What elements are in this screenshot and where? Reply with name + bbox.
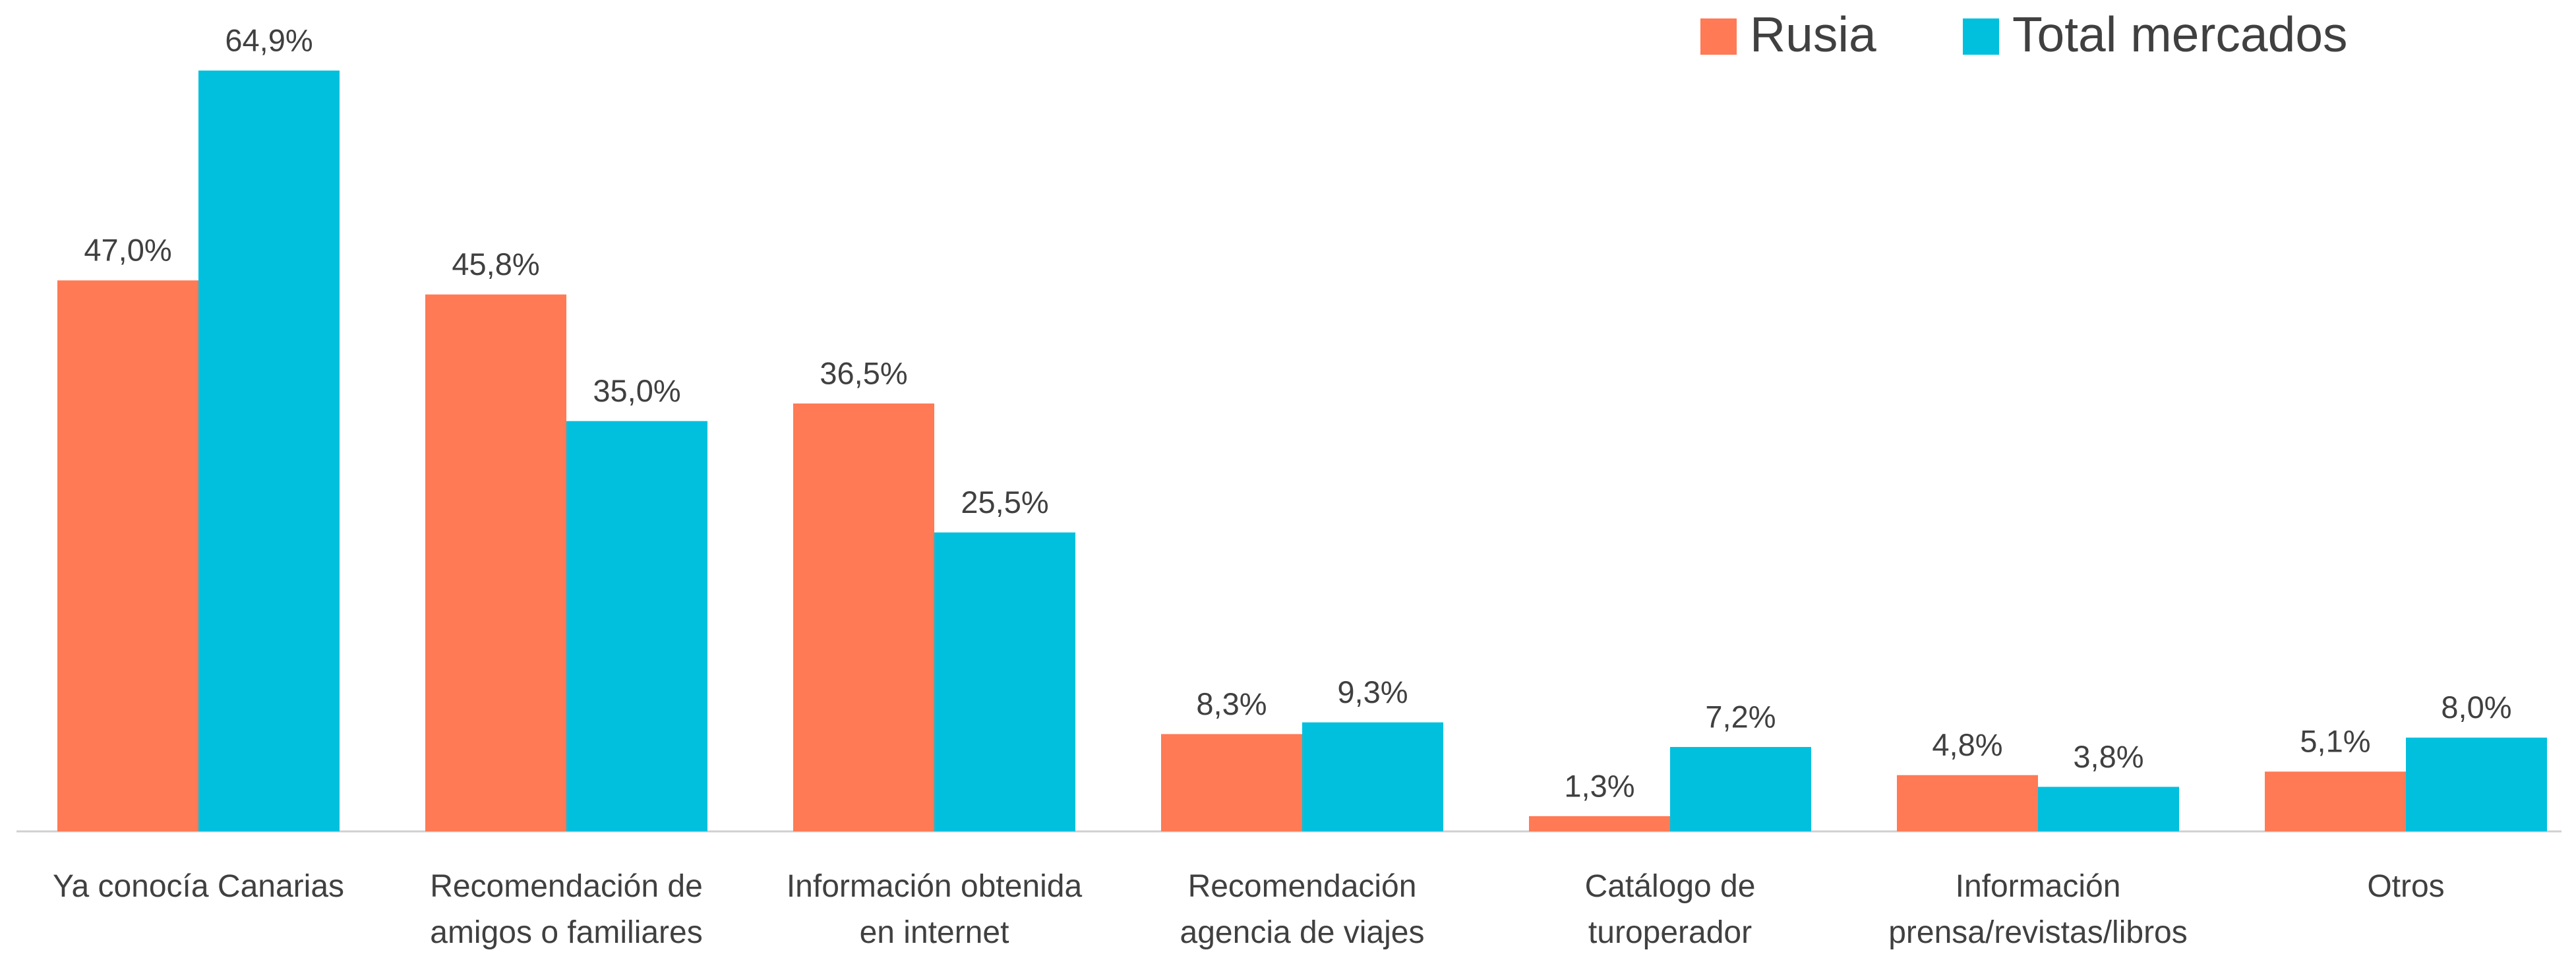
value-label: 4,8% [1932, 727, 2002, 762]
value-label: 47,0% [84, 233, 171, 268]
bar [2038, 787, 2179, 831]
x-tick-label: Ya conocía Canarias [52, 869, 345, 904]
bar [1302, 722, 1443, 831]
bar [934, 532, 1075, 831]
bar [793, 403, 934, 831]
x-tick-label: Catálogo de turoperador [1584, 869, 1756, 950]
value-label: 45,8% [452, 247, 539, 282]
legend-label: Rusia [1750, 7, 1876, 62]
legend-label: Total mercados [2012, 7, 2348, 62]
bar [1670, 746, 1811, 831]
bar [1161, 734, 1302, 831]
bar [2406, 737, 2547, 831]
bar [198, 71, 340, 831]
value-label: 9,3% [1337, 674, 1408, 709]
x-tick-label: Información obtenida en internet [786, 869, 1083, 950]
x-tick-label: Recomendación de amigos o familiares [430, 869, 703, 950]
value-label: 25,5% [961, 485, 1048, 520]
bar [425, 294, 566, 831]
x-tick-label: Otros [2367, 869, 2445, 904]
value-label: 5,1% [2300, 724, 2370, 759]
value-label: 3,8% [2073, 739, 2143, 774]
legend-swatch [1700, 18, 1737, 55]
value-label: 8,0% [2441, 690, 2511, 725]
legend-swatch [1963, 18, 1999, 55]
x-tick-label: Recomendación agencia de viajes [1180, 869, 1425, 950]
bar [57, 280, 198, 831]
value-label: 36,5% [820, 355, 907, 390]
value-label: 7,2% [1705, 699, 1776, 734]
value-label: 35,0% [593, 373, 680, 408]
bar [566, 421, 707, 831]
bar [1529, 816, 1670, 831]
bar [2265, 771, 2406, 831]
x-tick-label: Información prensa/revistas/libros [1888, 869, 2188, 950]
value-label: 8,3% [1196, 686, 1267, 721]
value-label: 1,3% [1564, 768, 1634, 803]
value-label: 64,9% [225, 22, 313, 57]
bar [1897, 775, 2038, 831]
